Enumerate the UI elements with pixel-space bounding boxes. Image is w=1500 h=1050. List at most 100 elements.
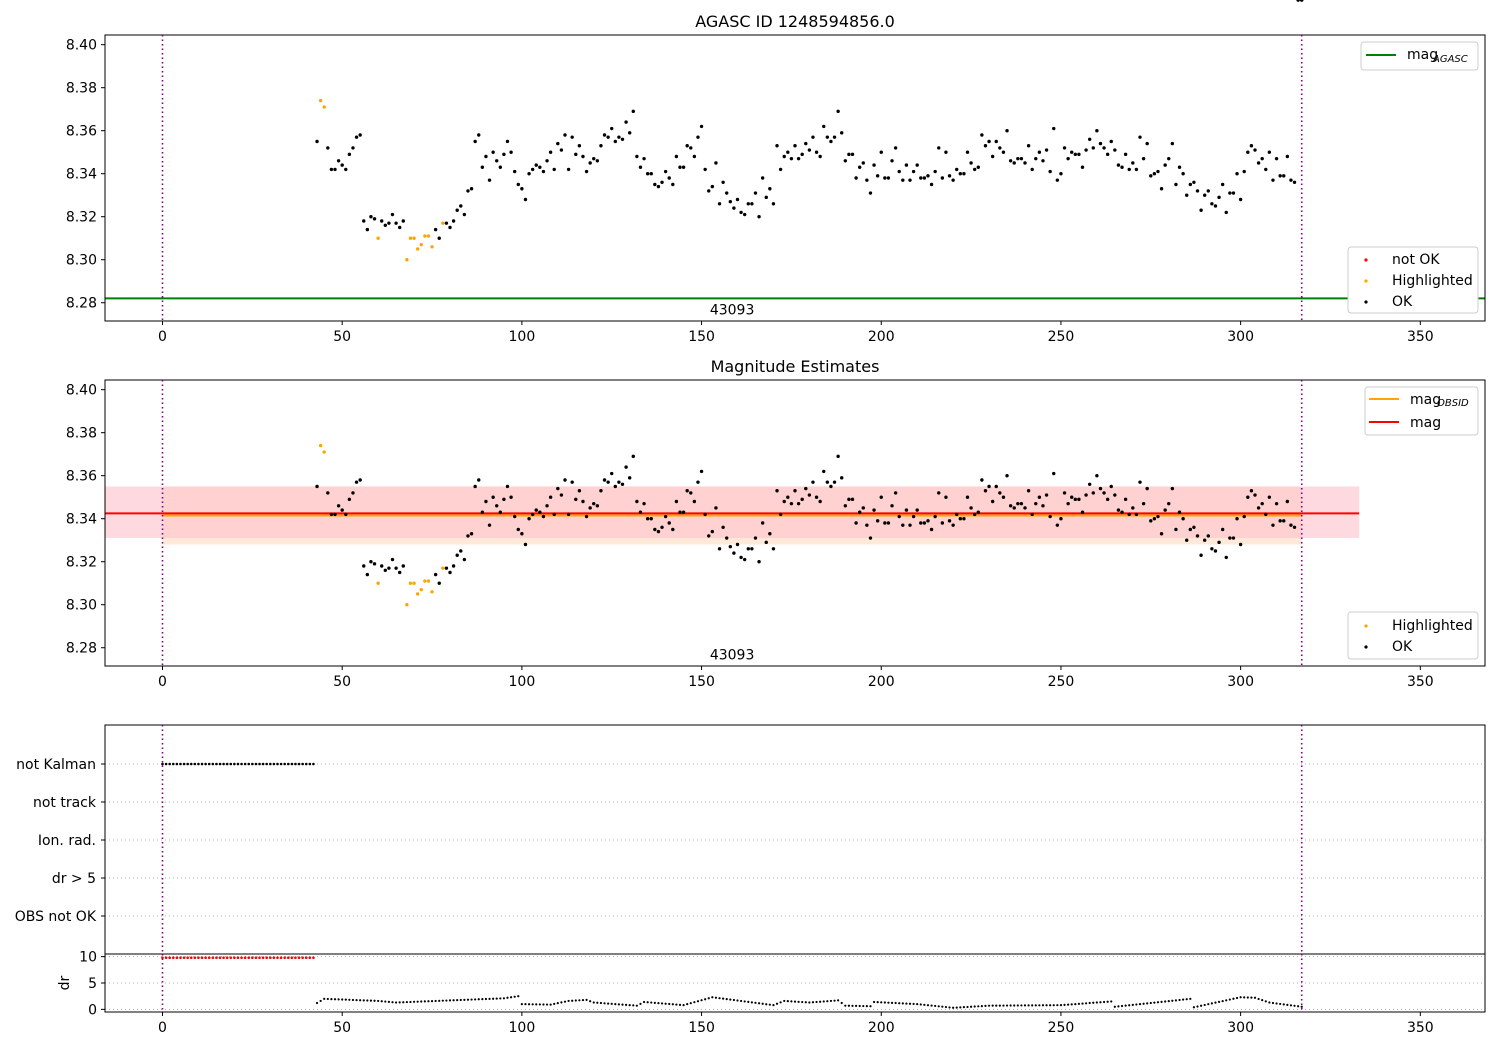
ok-point	[1052, 471, 1056, 476]
dr-point	[865, 1005, 868, 1008]
ok-point	[940, 521, 945, 525]
ok-point	[1188, 527, 1193, 532]
ok-point	[1231, 191, 1236, 195]
dr-point	[430, 1000, 434, 1003]
dr-not-ok-point	[200, 956, 204, 959]
x-tick-label: 300	[1227, 329, 1254, 345]
ok-point	[663, 169, 668, 174]
dr-point	[1142, 1002, 1145, 1005]
ok-point	[929, 182, 934, 187]
flag-point	[251, 762, 254, 766]
dr-point	[1239, 996, 1242, 999]
ok-point	[854, 521, 858, 525]
ok-point	[1091, 491, 1095, 495]
panel-magnitude-estimates: Magnitude Estimates mag OBSID mag Highli…	[66, 0, 1486, 690]
ok-point	[800, 497, 804, 502]
ok-point	[362, 564, 366, 568]
legend-label: mag	[1410, 392, 1441, 408]
ok-point	[653, 527, 657, 532]
dr-point	[359, 999, 362, 1002]
x-tick-label: 350	[1407, 1020, 1434, 1036]
dr-not-ok-point	[276, 956, 279, 959]
ok-point	[875, 519, 880, 523]
dr-point	[1059, 1004, 1063, 1007]
dr-point	[610, 1002, 613, 1005]
dr-point	[1210, 1002, 1213, 1005]
ok-point	[807, 148, 812, 152]
dr-point	[919, 1003, 922, 1006]
ok-point	[897, 169, 901, 174]
ok-point	[947, 174, 952, 178]
dr-point	[642, 1000, 646, 1004]
ok-point	[592, 501, 596, 506]
flag-point	[161, 762, 164, 766]
ok-point	[380, 219, 384, 223]
ok-point	[473, 484, 477, 489]
ok-point	[728, 199, 733, 204]
ok-point	[462, 212, 467, 217]
dr-point	[678, 1003, 682, 1006]
ok-point	[649, 516, 653, 521]
y-tick-label: 8.30	[66, 253, 97, 269]
ok-point	[1131, 161, 1135, 165]
flag-point	[218, 762, 222, 766]
ok-point	[1026, 489, 1031, 493]
ok-point	[631, 109, 635, 114]
dr-point	[1038, 1004, 1041, 1007]
ok-point	[548, 150, 553, 154]
ok-point	[771, 202, 776, 206]
dr-point	[315, 1001, 319, 1005]
ok-point	[638, 510, 643, 514]
dr-point	[1027, 1004, 1030, 1007]
dr-point	[398, 1001, 401, 1004]
flag-point	[200, 762, 204, 766]
ok-point	[969, 506, 973, 510]
ok-point	[994, 484, 998, 489]
ok-point	[1134, 512, 1139, 517]
ok-point	[689, 146, 693, 150]
dr-point	[323, 997, 326, 1000]
ok-point	[998, 146, 1002, 150]
dr-point	[603, 1002, 606, 1005]
dr-point	[1138, 1003, 1142, 1006]
ok-point	[566, 512, 571, 517]
dr-point	[804, 1001, 807, 1004]
dr-point	[1182, 998, 1185, 1001]
ok-point	[886, 521, 891, 525]
ok-point	[372, 562, 377, 566]
flag-point	[182, 762, 186, 766]
dr-point	[545, 1003, 549, 1006]
ok-point	[469, 532, 474, 536]
dr-not-ok-point	[258, 956, 261, 959]
dr-point	[1045, 1004, 1048, 1007]
dr-point	[380, 1000, 383, 1003]
ok-point	[1199, 208, 1203, 212]
dr-point	[908, 1002, 912, 1005]
ok-point	[1109, 484, 1113, 489]
dr-not-ok-point	[279, 956, 283, 959]
dr-point	[387, 1000, 391, 1003]
ok-point	[1120, 510, 1124, 514]
highlighted-point	[426, 234, 431, 238]
ok-point	[760, 521, 765, 525]
ok-point	[480, 510, 485, 514]
y-tick-label: 8.40	[66, 383, 97, 399]
dr-not-ok-point	[168, 956, 171, 959]
dr-point	[650, 1001, 653, 1004]
ok-point	[645, 171, 650, 176]
dr-point	[509, 996, 513, 999]
dr-point	[696, 1000, 700, 1003]
ok-point	[1256, 161, 1261, 165]
dr-point	[459, 998, 462, 1002]
panel-title: Magnitude Estimates	[711, 357, 880, 376]
dr-point	[901, 1002, 904, 1005]
ok-point	[1023, 161, 1027, 165]
ok-point	[980, 133, 984, 137]
ok-point	[1109, 139, 1113, 144]
dr-not-ok-point	[225, 956, 229, 959]
dr-not-ok-point	[193, 956, 197, 959]
flag-point	[294, 762, 297, 766]
ok-point	[775, 489, 779, 493]
ok-point	[757, 560, 761, 564]
ok-point	[656, 529, 661, 534]
